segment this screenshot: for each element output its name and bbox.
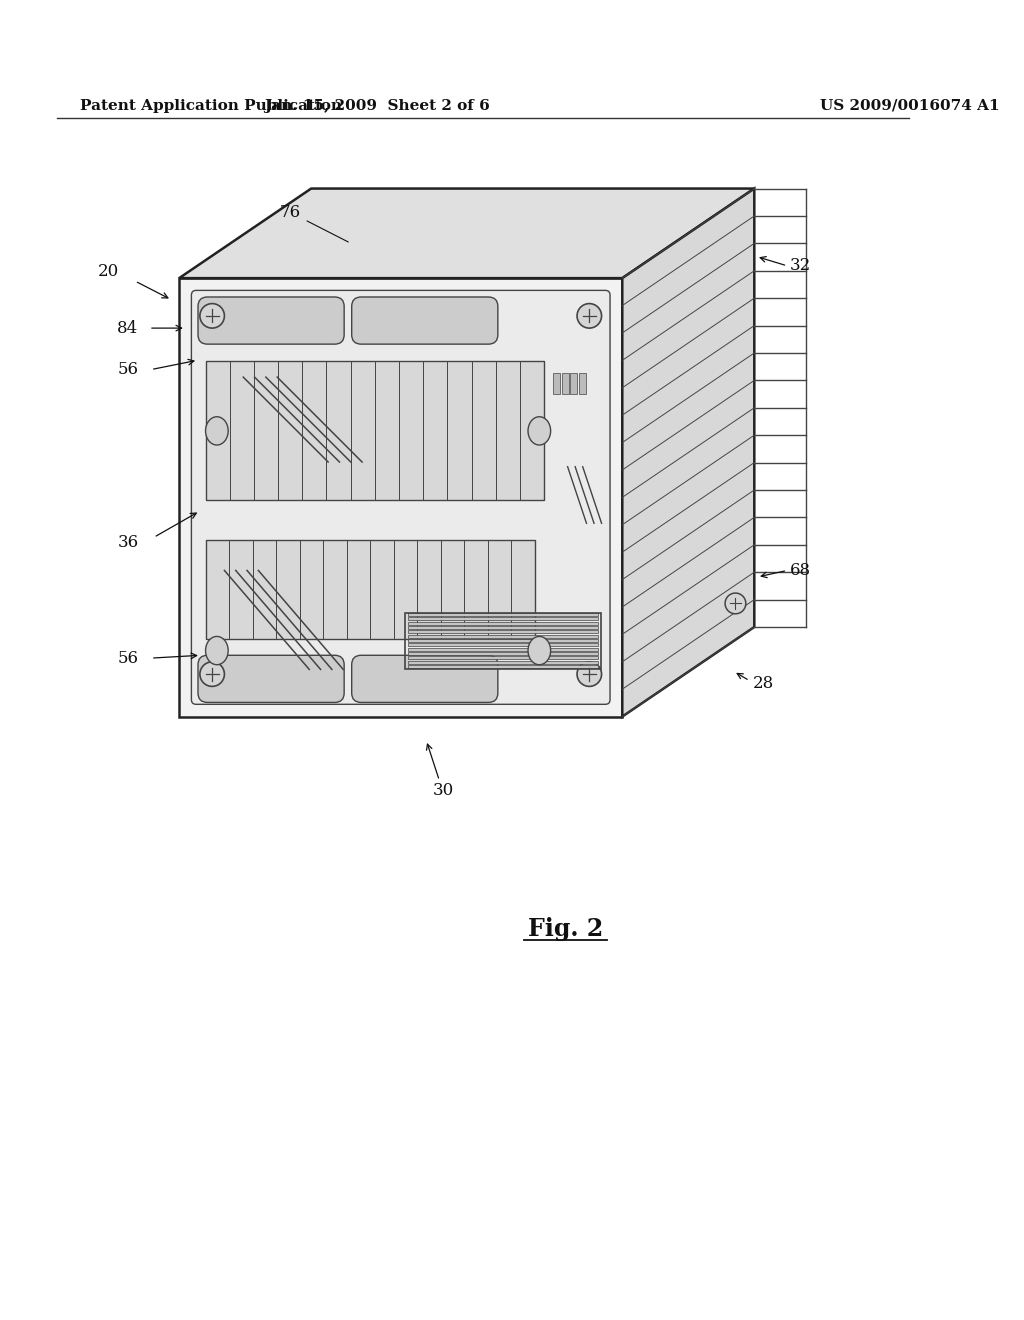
Text: 28: 28 [753,675,774,692]
Bar [409,635,598,638]
Text: 56: 56 [118,362,138,378]
Bar [206,540,535,639]
Bar [409,622,598,624]
Bar [409,630,598,634]
Bar [579,374,586,395]
FancyBboxPatch shape [198,655,344,702]
Text: 76: 76 [280,203,301,220]
Circle shape [578,661,601,686]
FancyBboxPatch shape [351,655,498,702]
Circle shape [200,304,224,329]
Bar [409,661,598,664]
Bar [409,626,598,628]
Bar [409,618,598,620]
Bar [554,374,560,395]
FancyBboxPatch shape [351,297,498,345]
Bar [409,656,598,660]
FancyBboxPatch shape [198,297,344,345]
Bar [409,652,598,655]
Text: US 2009/0016074 A1: US 2009/0016074 A1 [820,99,999,112]
Text: 84: 84 [118,319,138,337]
Circle shape [200,661,224,686]
Text: Fig. 2: Fig. 2 [528,916,603,941]
Bar [409,612,598,616]
Bar [570,374,578,395]
Ellipse shape [206,636,228,665]
Text: 56: 56 [118,649,138,667]
Text: 30: 30 [432,781,454,799]
Text: 32: 32 [791,257,811,275]
Polygon shape [179,189,755,279]
Text: 68: 68 [791,562,811,579]
Ellipse shape [528,636,551,665]
Bar [206,362,544,500]
FancyBboxPatch shape [191,290,610,705]
Text: 20: 20 [98,263,119,280]
Text: Jan. 15, 2009  Sheet 2 of 6: Jan. 15, 2009 Sheet 2 of 6 [264,99,490,112]
Bar [409,639,598,642]
Ellipse shape [206,417,228,445]
Circle shape [725,593,745,614]
Bar [179,279,623,717]
Bar [562,374,568,395]
Text: 36: 36 [118,533,138,550]
Bar [409,643,598,647]
Circle shape [578,304,601,329]
Bar [409,665,598,668]
Bar [409,648,598,651]
Bar [406,612,601,669]
Polygon shape [623,189,755,717]
Ellipse shape [528,417,551,445]
Text: Patent Application Publication: Patent Application Publication [80,99,342,112]
